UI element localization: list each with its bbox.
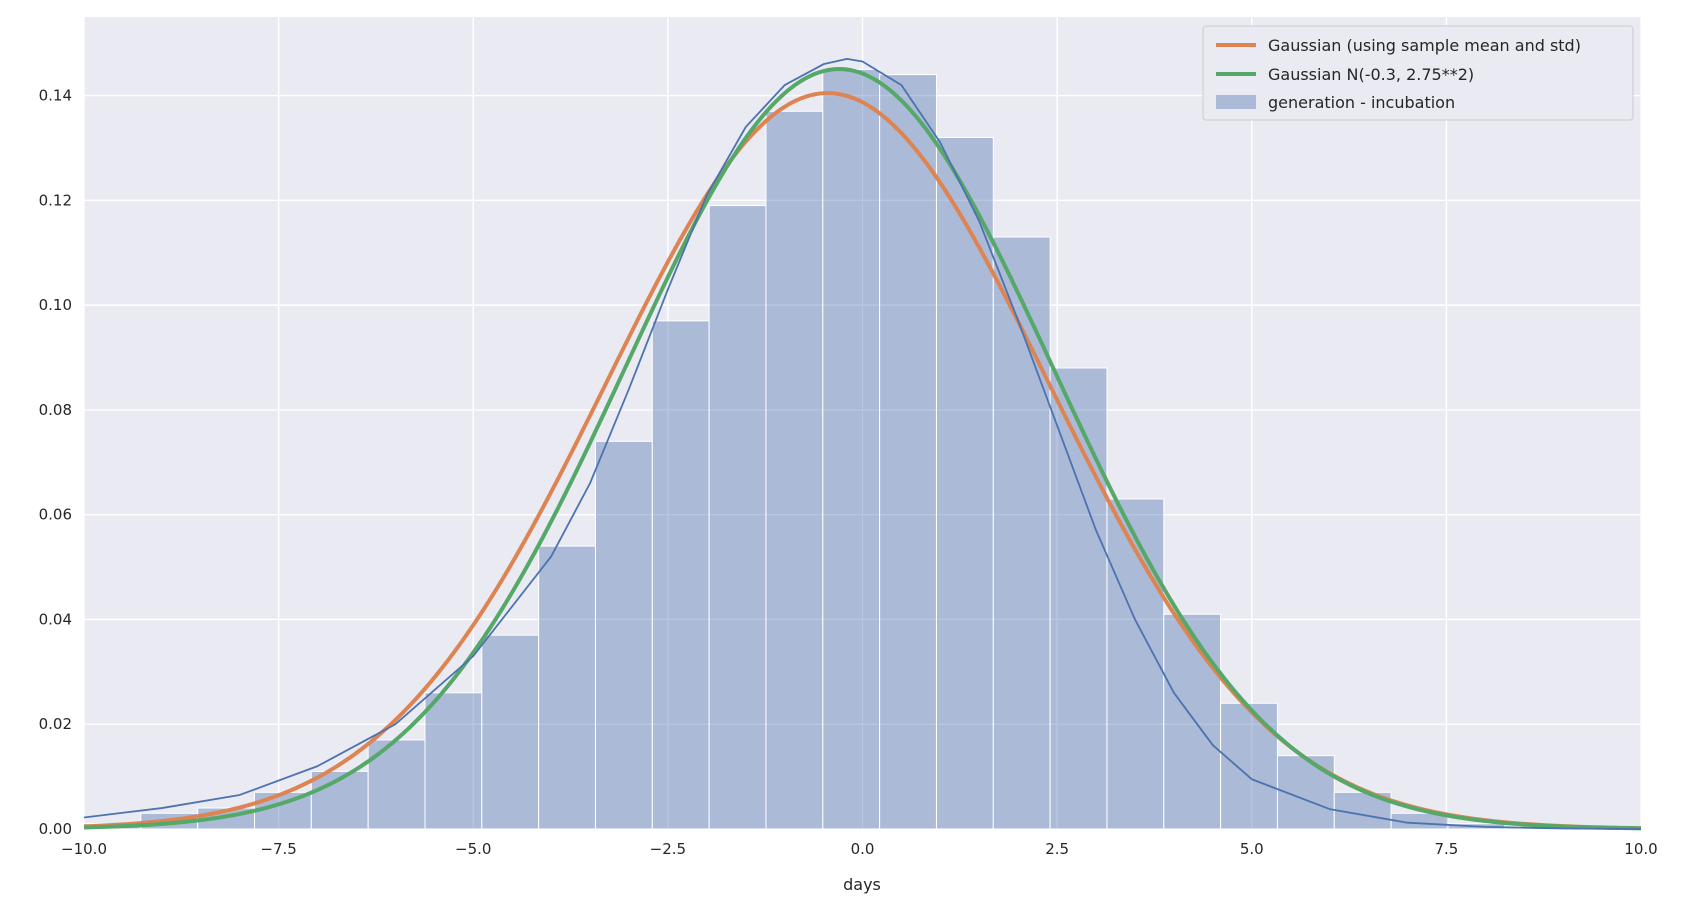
gaussian-line-1 (83, 67, 1642, 831)
y-tick-label: 0.06 (39, 506, 72, 524)
x-tick-label: −5.0 (455, 840, 491, 858)
x-tick-label: −10.0 (61, 840, 107, 858)
legend: Gaussian (using sample mean and std) Gau… (1202, 25, 1634, 121)
histogram-bar (1220, 702, 1278, 830)
series-lines (83, 58, 1642, 831)
legend-label-histogram: generation - incubation (1268, 93, 1455, 112)
histogram-bar (424, 692, 483, 830)
histogram-bar (935, 136, 994, 830)
histogram-bar (594, 440, 653, 830)
y-tick-labels: 0.00 0.02 0.04 0.06 0.08 0.10 0.12 0.14 (39, 87, 72, 838)
y-tick-label: 0.02 (39, 715, 72, 733)
histogram-bar (1049, 367, 1108, 830)
histogram-bar (708, 205, 767, 830)
x-tick-label: 2.5 (1045, 840, 1069, 858)
y-tick-label: 0.10 (39, 296, 72, 314)
histogram-bar (538, 545, 596, 830)
x-tick-label: 7.5 (1434, 840, 1458, 858)
x-tick-labels: −10.0 −7.5 −5.0 −2.5 0.0 2.5 5.0 7.5 10.0 (61, 840, 1658, 858)
histogram-bar (765, 110, 824, 830)
y-tick-label: 0.12 (39, 191, 72, 209)
legend-swatch-histogram (1216, 95, 1256, 109)
legend-box (1202, 25, 1634, 121)
legend-label-sample-gaussian: Gaussian (using sample mean and std) (1268, 36, 1581, 55)
x-tick-label: −2.5 (650, 840, 686, 858)
x-tick-label: 10.0 (1624, 840, 1657, 858)
histogram-bar (822, 68, 881, 830)
histogram-bar (1163, 613, 1222, 830)
kde-line (83, 58, 1642, 830)
y-tick-label: 0.00 (39, 820, 72, 838)
histogram-bar (1390, 812, 1449, 830)
histogram-bar (481, 634, 540, 830)
y-tick-label: 0.08 (39, 401, 72, 419)
legend-label-fixed-gaussian: Gaussian N(-0.3, 2.75**2) (1268, 65, 1474, 84)
x-tick-label: 0.0 (851, 840, 875, 858)
x-tick-label: 5.0 (1240, 840, 1264, 858)
histogram-bar (1106, 498, 1165, 830)
histogram-bar (879, 74, 937, 830)
histogram-bar (651, 320, 710, 830)
x-axis-label: days (843, 875, 881, 894)
x-tick-label: −7.5 (260, 840, 296, 858)
y-tick-label: 0.14 (39, 87, 72, 105)
y-tick-label: 0.04 (39, 610, 72, 628)
